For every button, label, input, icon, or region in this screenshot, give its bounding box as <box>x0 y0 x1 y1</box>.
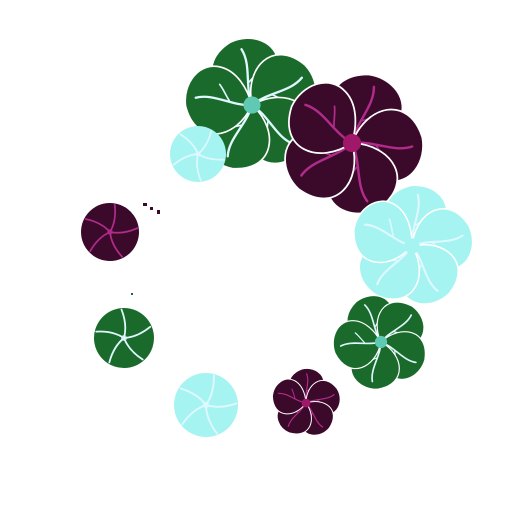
speck <box>150 207 153 210</box>
green-bud-left <box>94 308 154 368</box>
bud-tip <box>107 229 113 235</box>
bud-tip <box>195 151 201 157</box>
flower-center <box>374 335 388 349</box>
bud-tip <box>121 335 127 341</box>
petal-shape <box>288 81 357 154</box>
petal-vein-branch <box>291 388 296 399</box>
speck <box>131 293 133 295</box>
petal-vein-branch <box>333 105 336 128</box>
petal <box>332 320 382 370</box>
aqua-flower-large <box>353 184 474 305</box>
petal-vein-branch <box>388 218 395 237</box>
petal-vein-branch <box>218 83 231 102</box>
flower-center <box>342 133 362 153</box>
flower-center <box>243 96 261 114</box>
aqua-bud-small <box>170 126 226 182</box>
bud-tip <box>202 401 210 409</box>
speck <box>143 203 147 206</box>
stray-specks <box>131 203 160 295</box>
green-flower-small-right <box>332 295 426 390</box>
aqua-bud-bottom <box>174 373 238 437</box>
flower-center <box>301 398 311 408</box>
flower-ring <box>81 37 474 437</box>
petal <box>271 378 307 415</box>
flower-center <box>404 238 420 254</box>
plum-bud-left <box>81 203 139 261</box>
petal-shape <box>332 320 382 370</box>
petal-vein-branch <box>354 332 366 344</box>
plum-flower-bottom <box>271 367 341 436</box>
plum-flower-large <box>284 73 424 215</box>
speck <box>157 210 160 214</box>
